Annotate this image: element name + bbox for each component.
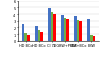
Bar [48,9,51,41]
Bar [53,15,56,41]
Bar [40,32,43,41]
Bar [27,35,30,41]
Bar [35,27,38,41]
Bar [93,36,95,41]
Bar [74,17,77,41]
Bar [61,16,64,41]
Bar [66,20,69,41]
Bar [80,22,82,41]
Bar [87,20,90,41]
Bar [64,19,66,41]
Bar [22,25,24,41]
Bar [90,36,93,41]
Bar [51,13,53,41]
Bar [38,31,40,41]
Bar [77,21,80,41]
Bar [24,34,27,41]
